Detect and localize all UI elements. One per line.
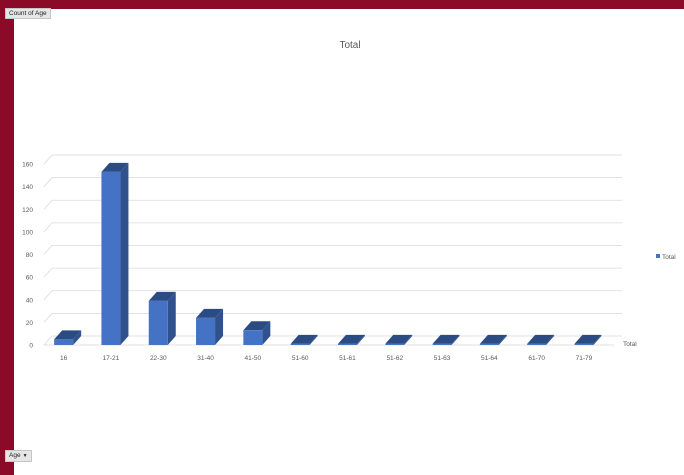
bar — [243, 321, 270, 345]
bar-front — [196, 318, 215, 345]
gridline-side — [44, 155, 52, 164]
y-tick-label: 40 — [26, 297, 34, 304]
gridline-side — [44, 246, 52, 255]
axis-series-label: Total — [623, 341, 637, 348]
x-tick-label: 31-40 — [197, 355, 214, 362]
y-tick-label: 0 — [29, 343, 33, 350]
legend-swatch — [656, 254, 660, 258]
x-tick-label: 41-50 — [245, 355, 262, 362]
y-tick-label: 160 — [22, 162, 33, 169]
gridline-side — [44, 200, 52, 209]
bar — [54, 330, 81, 345]
x-tick-label: 51-64 — [481, 355, 498, 362]
y-tick-label: 140 — [22, 184, 33, 191]
x-tick-label: 71-79 — [576, 355, 593, 362]
bar-front — [385, 344, 404, 345]
chart-title: Total — [339, 40, 360, 51]
x-tick-label: 61-70 — [528, 355, 545, 362]
x-tick-label: 51-62 — [386, 355, 403, 362]
x-axis: 16 17-21 22-30 31-40 41-50 51-60 51-61 51-62 51-… — [60, 355, 593, 362]
gridline-side — [44, 291, 52, 300]
bars — [54, 163, 601, 345]
gridlines — [44, 155, 622, 345]
x-tick-label: 16 — [60, 355, 68, 362]
bar-side — [168, 292, 176, 345]
bar-front — [54, 339, 73, 345]
gridline-side — [44, 268, 52, 277]
x-tick-label: 51-63 — [434, 355, 451, 362]
y-tick-label: 20 — [26, 320, 34, 327]
y-tick-label: 80 — [26, 252, 34, 259]
bar-front — [574, 344, 593, 345]
bar-front — [527, 344, 546, 345]
bar-front — [243, 330, 262, 345]
gridline-side — [44, 336, 52, 345]
legend-label: Total — [662, 254, 676, 261]
y-tick-label: 100 — [22, 229, 33, 236]
bar-side — [120, 163, 128, 345]
bar — [149, 292, 176, 345]
bar-front — [291, 344, 310, 345]
bar — [196, 309, 223, 345]
bar — [101, 163, 128, 345]
bar-front — [101, 172, 120, 345]
x-tick-label: 51-61 — [339, 355, 356, 362]
bar-front — [480, 344, 499, 345]
x-tick-label: 17-21 — [103, 355, 120, 362]
legend: Total — [656, 254, 676, 261]
y-tick-label: 60 — [26, 275, 34, 282]
bar-front — [149, 301, 168, 345]
gridline-side — [44, 178, 52, 187]
bar-front — [433, 344, 452, 345]
y-axis: 0 20 40 60 80 100 120 140 160 — [22, 162, 33, 350]
y-tick-label: 120 — [22, 207, 33, 214]
gridline-side — [44, 223, 52, 232]
x-tick-label: 51-60 — [292, 355, 309, 362]
x-tick-label: 22-30 — [150, 355, 167, 362]
gridline-side — [44, 313, 52, 322]
bar-front — [338, 344, 357, 345]
